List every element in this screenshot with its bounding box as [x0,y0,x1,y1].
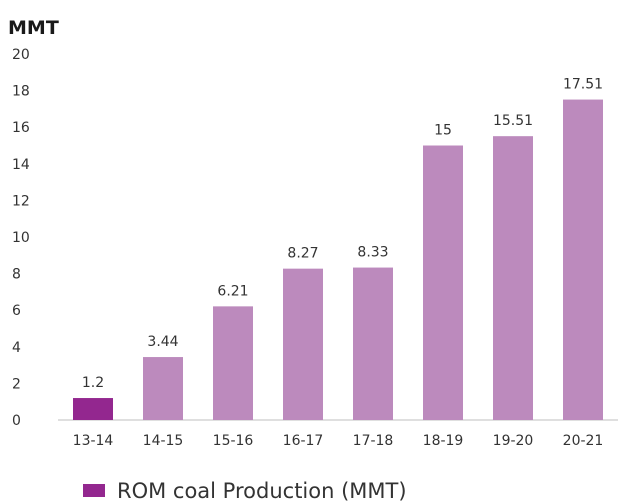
x-axis-ticks: 13-14 14-15 15-16 16-17 17-18 18-19 19-20 20-21 [73,433,604,449]
x-tick-label: 14-15 [143,433,184,449]
y-tick-label: 14 [12,157,30,173]
y-tick-label: 4 [12,340,21,356]
data-label: 15.51 [493,113,533,129]
data-label: 17.51 [563,77,603,93]
y-tick-label: 20 [12,47,30,63]
x-tick-label: 15-16 [213,433,254,449]
bar [423,145,463,420]
y-tick-label: 18 [12,84,30,100]
legend-swatch [83,484,105,497]
legend-label: ROM coal Production (MMT) [117,479,407,503]
data-label: 3.44 [147,334,178,350]
bar [283,268,323,420]
y-tick-label: 12 [12,193,30,209]
x-tick-label: 17-18 [353,433,394,449]
y-axis-ticks: 0 2 4 6 8 10 12 14 16 18 20 [12,47,30,429]
y-tick-label: 6 [12,303,21,319]
bar [213,306,253,420]
data-label: 6.21 [217,283,248,299]
y-tick-label: 16 [12,120,30,136]
data-label: 1.2 [82,375,104,391]
bar [353,267,393,420]
data-labels: 1.2 3.44 6.21 8.27 8.33 15 15.51 17.51 [82,77,603,391]
bar [73,398,113,420]
x-tick-label: 16-17 [283,433,324,449]
bar [143,357,183,420]
bar [563,99,603,420]
bars [73,99,603,421]
bar [493,136,533,421]
unit-label: MMT [8,17,59,39]
data-label: 8.33 [357,245,388,261]
y-tick-label: 2 [12,376,21,392]
x-tick-label: 20-21 [563,433,604,449]
y-tick-label: 8 [12,267,21,283]
data-label: 15 [434,123,452,139]
x-tick-label: 13-14 [73,433,114,449]
y-tick-label: 0 [12,413,21,429]
legend: ROM coal Production (MMT) [83,479,407,503]
x-tick-label: 18-19 [423,433,464,449]
data-label: 8.27 [287,246,318,262]
y-tick-label: 10 [12,230,30,246]
x-tick-label: 19-20 [493,433,534,449]
